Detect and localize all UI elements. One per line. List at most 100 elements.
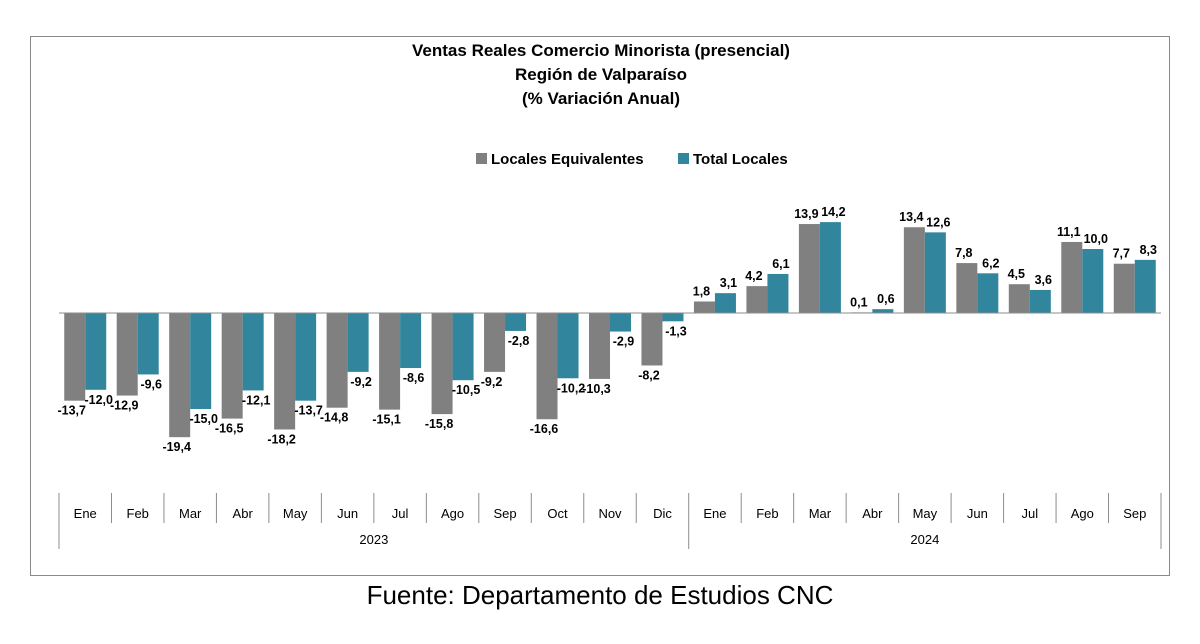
category-label-2: Mar (179, 506, 202, 521)
data-label-0-11: -8,2 (638, 368, 660, 382)
data-label-0-10: -10,3 (582, 382, 611, 396)
bar-1-20 (1134, 259, 1156, 313)
data-label-1-13: 6,1 (772, 257, 789, 271)
category-label-17: Jun (967, 506, 988, 521)
data-label-1-16: 12,6 (926, 215, 950, 229)
category-label-8: Sep (493, 506, 516, 521)
data-label-0-9: -16,6 (530, 422, 559, 436)
category-label-9: Oct (547, 506, 568, 521)
bar-chart: Locales Equivalentes Total Locales-13,7 -1… (57, 151, 1162, 549)
data-label-0-15: 0,1 (850, 295, 867, 309)
data-label-1-18: 3,6 (1035, 273, 1052, 287)
category-label-14: Mar (809, 506, 832, 521)
bar-0-16 (903, 227, 925, 313)
bar-0-7 (431, 313, 453, 415)
bar-1-18 (1029, 289, 1051, 313)
bar-0-5 (326, 313, 348, 408)
bar-1-2 (190, 313, 212, 409)
category-label-6: Jul (392, 506, 409, 521)
legend-swatch-0 (476, 153, 487, 164)
data-label-0-13: 4,2 (745, 269, 762, 283)
bar-0-2 (169, 313, 191, 438)
data-label-0-8: -9,2 (481, 375, 503, 389)
bar-1-0 (85, 313, 107, 390)
data-label-0-12: 1,8 (693, 284, 710, 298)
bar-1-9 (557, 313, 579, 379)
data-label-0-16: 13,4 (899, 210, 923, 224)
data-label-0-17: 7,8 (955, 246, 972, 260)
bar-0-0 (64, 313, 86, 401)
bar-1-3 (242, 313, 264, 391)
data-label-1-17: 6,2 (982, 256, 999, 270)
source-note: Fuente: Departamento de Estudios CNC (366, 580, 834, 610)
data-label-0-4: -18,2 (267, 432, 296, 446)
data-label-0-5: -14,8 (320, 411, 349, 425)
data-label-0-1: -12,9 (110, 399, 139, 413)
category-label-5: Jun (337, 506, 358, 521)
bar-1-5 (347, 313, 369, 372)
bar-0-6 (379, 313, 401, 410)
data-label-0-6: -15,1 (372, 413, 401, 427)
category-label-20: Sep (1123, 506, 1146, 521)
data-label-1-1: -9,6 (140, 377, 162, 391)
category-label-11: Dic (653, 506, 672, 521)
data-label-1-2: -15,0 (189, 412, 218, 426)
bar-0-13 (746, 286, 768, 313)
bar-1-11 (662, 313, 684, 322)
category-label-1: Feb (127, 506, 149, 521)
data-label-0-19: 11,1 (1057, 225, 1081, 239)
data-label-1-12: 3,1 (720, 276, 737, 290)
bar-0-4 (274, 313, 296, 430)
bar-0-8 (484, 313, 506, 372)
bar-0-12 (693, 301, 715, 313)
bar-1-7 (452, 313, 474, 381)
bar-0-19 (1061, 241, 1083, 313)
bar-1-19 (1082, 249, 1104, 313)
bar-1-4 (295, 313, 317, 401)
bar-1-14 (819, 222, 841, 313)
data-label-0-14: 13,9 (794, 207, 818, 221)
data-label-1-5: -9,2 (350, 375, 372, 389)
bar-0-18 (1008, 284, 1030, 313)
bar-0-9 (536, 313, 558, 420)
data-label-1-20: 8,3 (1140, 243, 1157, 257)
bar-1-10 (610, 313, 631, 332)
bar-1-16 (924, 232, 946, 313)
category-label-19: Ago (1071, 506, 1094, 521)
data-label-1-14: 14,2 (821, 205, 845, 219)
chart-title-line-3: (% Variación Anual) (521, 89, 681, 108)
bar-1-17 (977, 273, 999, 313)
data-label-1-8: -2,8 (508, 334, 530, 348)
data-label-0-18: 4,5 (1008, 267, 1025, 281)
legend-swatch-1 (678, 153, 689, 164)
chart-frame: Ventas Reales Comercio Minorista (presen… (30, 36, 1170, 576)
bar-0-17 (956, 263, 978, 313)
data-label-1-11: -1,3 (665, 324, 687, 338)
year-label-1: 2024 (910, 532, 939, 547)
data-label-1-6: -8,6 (403, 371, 425, 385)
bar-0-20 (1113, 263, 1135, 313)
category-label-15: Abr (862, 506, 883, 521)
category-label-18: Jul (1021, 506, 1038, 521)
data-label-1-9: -10,2 (557, 381, 586, 395)
category-label-4: May (283, 506, 308, 521)
data-label-1-7: -10,5 (452, 383, 481, 397)
data-label-1-0: -12,0 (84, 393, 113, 407)
bar-1-13 (767, 273, 789, 313)
bar-1-6 (400, 313, 422, 369)
category-label-0: Ene (74, 506, 97, 521)
data-label-1-10: -2,9 (613, 335, 635, 349)
bar-0-3 (221, 313, 243, 419)
bar-1-1 (137, 313, 159, 375)
data-label-0-20: 7,7 (1113, 247, 1130, 261)
data-label-1-4: -13,7 (294, 404, 323, 418)
bar-0-10 (589, 313, 610, 379)
category-label-7: Ago (441, 506, 464, 521)
legend-label-1: Total Locales (693, 151, 788, 168)
bar-1-12 (714, 293, 736, 313)
data-label-1-15: 0,6 (877, 292, 894, 306)
year-label-0: 2023 (359, 532, 388, 547)
bar-0-11 (641, 313, 663, 366)
chart-title-line-2: Región de Valparaíso (515, 65, 687, 84)
category-label-16: May (913, 506, 938, 521)
